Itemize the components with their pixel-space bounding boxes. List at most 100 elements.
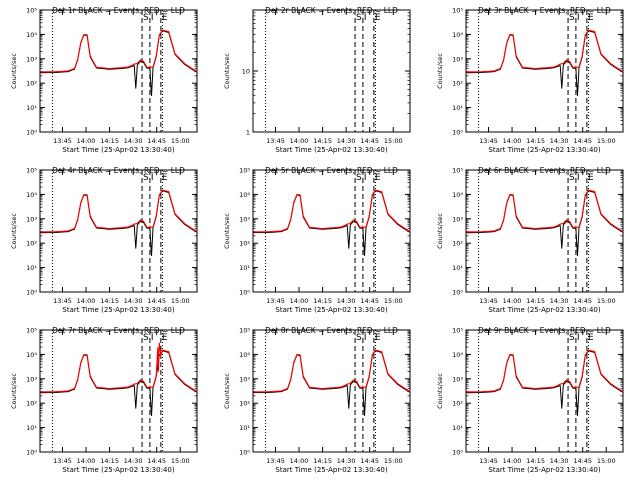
interval-marker-label: E [588,13,594,23]
chart-title: Det 8r BLACK = Events, RED = LLD [265,326,398,335]
x-tick-label: 15:00 [384,137,403,145]
series-line-lld [465,349,624,393]
interval-marker-label: S [356,333,362,343]
y-tick-label: 10¹ [452,264,463,272]
x-tick-label: 13:45 [53,137,72,145]
x-tick-label: 14:00 [503,297,522,305]
y-axis-label: Counts/sec [223,213,231,249]
x-tick-label: 14:45 [573,457,592,465]
y-tick-label: 10⁰ [452,129,463,137]
y-tick-label: 1 [246,129,250,137]
y-tick-label: 10³ [239,215,250,223]
series-line-events [39,30,198,97]
chart-panel-3: Det 3r BLACK = Events, RED = LLD 10⁰ 10¹ 10… [436,6,624,154]
y-tick-label: 10¹ [26,264,37,272]
y-tick-label: 10⁴ [452,351,463,359]
interval-marker-label: E [375,173,381,183]
x-tick-label: 14:15 [100,137,119,145]
interval-marker-label: E [162,333,168,343]
interval-marker-label: I [364,13,367,23]
x-tick-label: 14:00 [290,457,309,465]
y-tick-label: 10² [239,400,250,408]
x-tick-label: 13:45 [479,137,498,145]
x-axis-label: Start Time (25-Apr-02 13:30:40) [488,146,600,154]
interval-marker-label: I [364,333,367,343]
x-tick-label: 15:00 [171,137,190,145]
y-tick-label: 10⁵ [452,167,463,175]
x-tick-label: 14:45 [147,297,166,305]
y-tick-label: 10¹ [452,424,463,432]
y-axis-label: Counts/sec [223,53,231,89]
x-tick-label: 14:45 [147,457,166,465]
interval-marker-label: I [577,13,580,23]
x-tick-label: 14:30 [337,457,356,465]
x-tick-label: 15:00 [597,297,616,305]
series-line-lld [465,29,624,73]
interval-marker-label: I [364,173,367,183]
interval-marker-label: S [143,13,149,23]
y-tick-label: 10⁵ [452,327,463,335]
interval-marker-label: S [356,13,362,23]
chart-title: Det 1r BLACK = Events, RED = LLD [52,6,185,15]
y-tick-label: 10⁰ [239,289,250,297]
y-tick-label: 10¹ [239,424,250,432]
y-tick-label: 10⁴ [452,31,463,39]
series-line-events [252,190,411,257]
y-tick-label: 10⁰ [26,449,37,457]
y-tick-label: 10³ [26,215,37,223]
x-tick-label: 14:30 [550,137,569,145]
y-axis-label: Counts/sec [10,53,18,89]
chart-title: Det 4r BLACK = Events, RED = LLD [52,166,185,175]
y-tick-label: 10⁴ [26,191,37,199]
x-tick-label: 15:00 [384,457,403,465]
y-tick-label: 10³ [452,55,463,63]
series-line-lld [465,189,624,233]
series-line-events [39,350,198,417]
chart-panel-1: Det 1r BLACK = Events, RED = LLD 10⁰ 10¹ 10… [10,6,198,154]
y-tick-label: 10² [239,240,250,248]
series-line-events [39,190,198,257]
x-tick-label: 13:45 [479,297,498,305]
interval-marker-label: E [375,333,381,343]
x-tick-label: 14:45 [573,137,592,145]
chart-panel-8: Det 8r BLACK = Events, RED = LLD 10⁰ 10¹ 10… [223,326,411,474]
x-tick-label: 15:00 [597,137,616,145]
y-tick-label: 10² [452,400,463,408]
y-tick-label: 10⁰ [452,449,463,457]
chart-title: Det 9r BLACK = Events, RED = LLD [478,326,611,335]
series-line-events [252,350,411,417]
x-tick-label: 14:00 [503,457,522,465]
y-axis-label: Counts/sec [436,53,444,89]
x-axis-label: Start Time (25-Apr-02 13:30:40) [62,306,174,314]
x-tick-label: 14:30 [124,137,143,145]
y-tick-label: 10¹ [26,424,37,432]
series-line-lld [252,349,411,393]
x-tick-label: 14:15 [100,457,119,465]
x-tick-label: 14:15 [526,137,545,145]
x-tick-label: 14:00 [290,137,309,145]
x-axis-label: Start Time (25-Apr-02 13:30:40) [275,146,387,154]
y-tick-label: 10⁵ [452,7,463,15]
x-tick-label: 13:45 [479,457,498,465]
x-tick-label: 14:45 [360,457,379,465]
interval-marker-label: I [151,173,154,183]
x-tick-label: 14:00 [77,137,96,145]
series-line-events [465,350,624,417]
series-line-lld [39,29,198,73]
y-tick-label: 10⁴ [452,191,463,199]
x-axis-label: Start Time (25-Apr-02 13:30:40) [488,306,600,314]
x-tick-label: 15:00 [384,297,403,305]
interval-marker-label: S [143,333,149,343]
chart-title: Det 2r BLACK = Events, RED = LLD [265,6,398,15]
interval-marker-label: S [569,173,575,183]
y-tick-label: 10² [26,80,37,88]
chart-title: Det 6r BLACK = Events, RED = LLD [478,166,611,175]
y-tick-label: 10⁴ [26,31,37,39]
plot-frame [252,9,411,133]
x-tick-label: 14:15 [313,457,332,465]
y-tick-label: 10⁵ [26,167,37,175]
x-tick-label: 14:45 [573,297,592,305]
x-axis-label: Start Time (25-Apr-02 13:30:40) [488,466,600,474]
y-tick-label: 10⁵ [239,327,250,335]
